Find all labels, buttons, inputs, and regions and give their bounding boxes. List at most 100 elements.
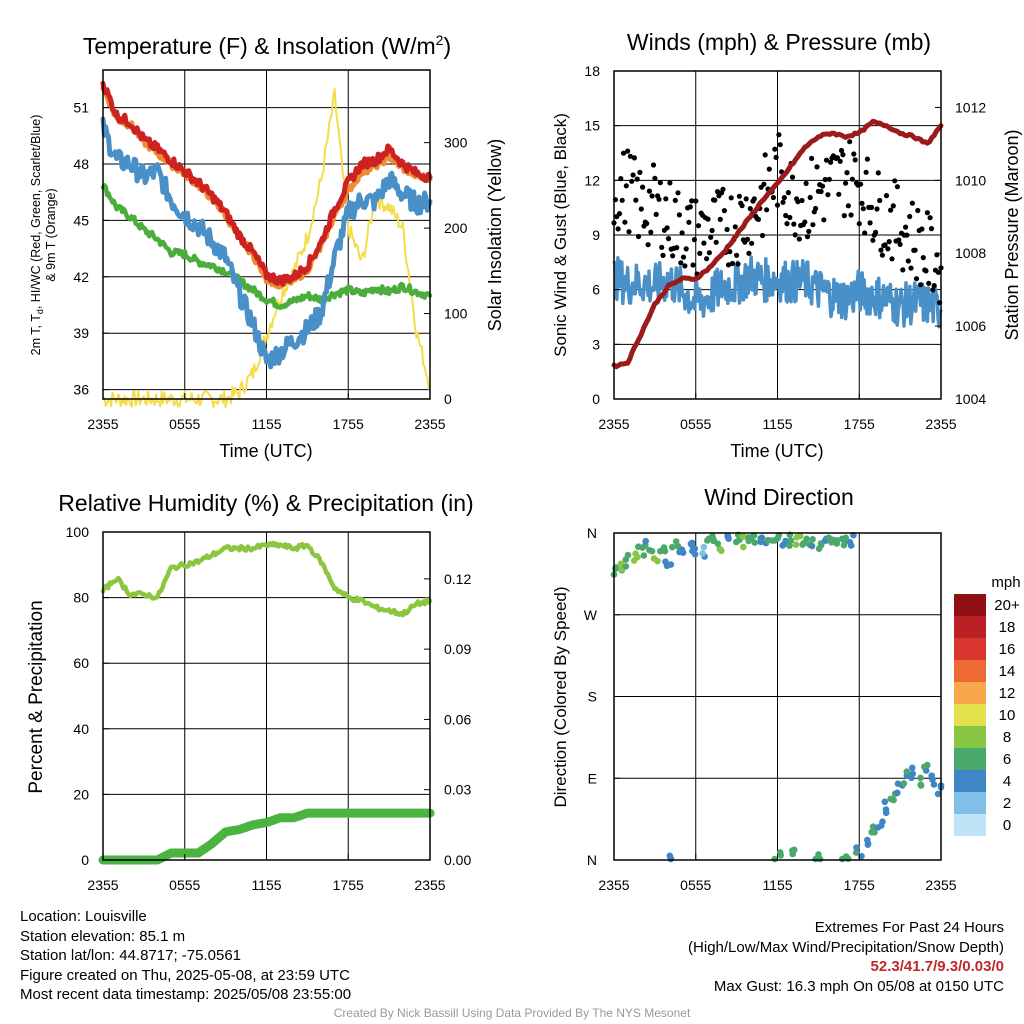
x-tick-label: 2355 <box>598 416 629 432</box>
gust-point <box>649 193 655 199</box>
series-line-2m-t <box>100 80 433 287</box>
gust-point <box>807 194 813 201</box>
direction-point <box>740 533 747 540</box>
x-tick-label: 2355 <box>87 877 118 893</box>
gust-point <box>777 142 783 148</box>
gust-point <box>819 183 826 189</box>
gust-point <box>935 269 941 275</box>
gust-point <box>894 184 901 190</box>
direction-point <box>679 549 687 556</box>
gust-point <box>896 237 902 243</box>
gust-point <box>836 191 842 197</box>
y-tick-label: 3 <box>592 336 600 352</box>
direction-point <box>634 553 641 561</box>
y-tick-label: 9 <box>592 227 600 243</box>
gust-point <box>680 254 687 260</box>
direction-grid <box>613 532 942 861</box>
gust-point <box>789 174 796 180</box>
gust-point <box>728 195 734 201</box>
gust-point <box>931 283 937 289</box>
gust-point <box>787 214 793 221</box>
winds-right-axis-label: Station Pressure (Maroon) <box>1002 129 1022 340</box>
gust-point <box>652 175 658 181</box>
direction-point <box>786 542 793 549</box>
x-tick-label: 1155 <box>762 877 792 893</box>
gust-point <box>907 213 913 220</box>
gust-point <box>814 164 820 170</box>
gust-point <box>813 205 819 212</box>
gust-point <box>804 234 811 240</box>
legend-label: 6 <box>1003 751 1011 768</box>
gust-point <box>856 221 862 227</box>
gust-point <box>762 152 768 158</box>
gust-point <box>822 176 828 183</box>
gust-point <box>713 239 719 245</box>
gust-point <box>674 245 680 251</box>
series-line-td <box>100 182 433 310</box>
gust-point <box>886 239 892 245</box>
gust-point <box>717 216 723 222</box>
temperature-series <box>100 80 433 409</box>
legend-label: 2 <box>1003 795 1011 812</box>
direction-point <box>842 534 850 542</box>
direction-point <box>903 768 911 775</box>
gust-point <box>885 246 891 252</box>
x-tick-label: 2355 <box>925 877 956 893</box>
y2-tick-label: 300 <box>444 135 468 151</box>
direction-point <box>808 542 816 550</box>
gust-point <box>915 207 921 214</box>
y2-tick-label: 1010 <box>955 172 986 188</box>
direction-point <box>894 789 901 797</box>
gust-point <box>622 219 628 225</box>
winds-ticks: 2355 0555 1155 1755 2355 0 3 6 9 12 15 18 1004 1006 10… <box>584 63 986 432</box>
x-tick-label: 1755 <box>844 416 875 432</box>
gust-point <box>878 247 884 253</box>
extremes-description: (High/Low/Max Wind/Precipitation/Snow De… <box>688 938 1004 956</box>
gust-point <box>868 204 875 210</box>
y-tick-label: 60 <box>73 655 89 671</box>
temperature-panel-title: Temperature (F) & Insolation (W/m2) <box>83 32 451 59</box>
gust-point <box>867 220 873 226</box>
gust-point <box>709 227 715 234</box>
gust-point <box>908 265 914 271</box>
gust-point <box>623 183 629 189</box>
direction-point <box>650 555 658 562</box>
gust-point <box>773 154 779 160</box>
gust-point <box>780 199 786 205</box>
gust-point <box>635 233 642 240</box>
gust-point <box>634 176 640 182</box>
gust-point <box>923 268 929 274</box>
direction-point <box>839 855 846 863</box>
winds-x-axis-label: Time (UTC) <box>730 441 823 461</box>
gust-point <box>783 212 789 219</box>
gust-point <box>619 197 625 203</box>
gust-point <box>625 148 631 154</box>
y-tick-label: 6 <box>592 282 600 298</box>
direction-tick-label: N <box>587 852 597 868</box>
gust-point <box>645 242 651 248</box>
gust-point <box>903 224 909 230</box>
gust-point <box>847 139 853 145</box>
figure-created: Figure created on Thu, 2025-05-08, at 23… <box>20 966 350 984</box>
x-tick-label: 2355 <box>87 416 118 432</box>
y2-tick-label: 0.00 <box>444 852 471 868</box>
winds-series <box>611 118 944 370</box>
gust-point <box>879 252 886 258</box>
x-tick-label: 0555 <box>680 416 711 432</box>
gust-point <box>890 203 896 209</box>
direction-point <box>844 855 852 863</box>
gust-point <box>924 210 931 216</box>
direction-point <box>868 828 875 836</box>
gust-point <box>845 203 852 209</box>
gust-point <box>686 219 692 225</box>
direction-point <box>661 547 669 555</box>
gust-point <box>791 221 797 227</box>
gust-point <box>883 193 890 199</box>
y2-tick-label: 0.03 <box>444 782 471 798</box>
gust-point <box>920 255 926 261</box>
gust-point <box>631 155 638 161</box>
direction-point <box>624 551 632 559</box>
legend-swatch <box>954 638 986 660</box>
gust-point <box>744 236 751 242</box>
